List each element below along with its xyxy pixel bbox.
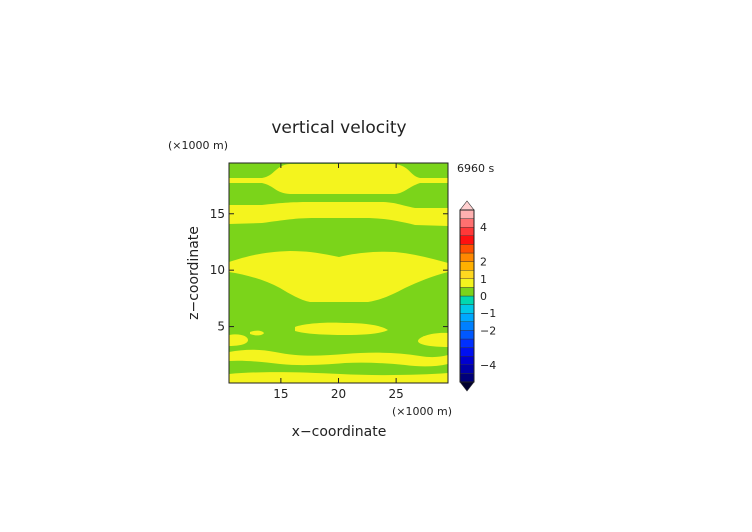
colorbar-segment xyxy=(459,287,475,297)
contour-band-lower xyxy=(295,322,388,335)
colorbar-segment xyxy=(459,347,475,357)
colorbar-segment xyxy=(459,244,475,254)
contour-band-upper xyxy=(229,202,448,226)
colorbar-segment xyxy=(459,252,475,262)
colorbar-segment xyxy=(459,235,475,245)
x-tick-label: 15 xyxy=(273,387,288,401)
colorbar-extend-max xyxy=(459,200,475,211)
colorbar-tick-label: 0 xyxy=(480,290,487,303)
x-axis-ticks: 15 20 25 xyxy=(273,163,404,401)
y-tick-label: 15 xyxy=(210,207,225,221)
colorbar xyxy=(459,200,475,392)
chart-title: vertical velocity xyxy=(271,118,406,138)
x-axis-unit: (×1000 m) xyxy=(392,405,452,418)
colorbar-extend-min xyxy=(459,381,475,392)
contour-band-floor xyxy=(229,372,448,383)
colorbar-labels: 4 2 1 0 −1 −2 −4 xyxy=(480,221,496,372)
colorbar-segment xyxy=(459,338,475,348)
colorbar-tick-label: −1 xyxy=(480,307,496,320)
contour-band-top xyxy=(229,164,448,194)
colorbar-segment xyxy=(459,313,475,323)
time-label: 6960 s xyxy=(457,162,494,175)
x-axis-label: x−coordinate xyxy=(292,424,387,440)
colorbar-segment xyxy=(459,270,475,280)
colorbar-tick-label: −2 xyxy=(480,324,496,337)
x-tick-label: 20 xyxy=(331,387,346,401)
colorbar-segment xyxy=(459,218,475,228)
colorbar-segment xyxy=(459,321,475,331)
colorbar-segment xyxy=(459,356,475,366)
colorbar-frame xyxy=(459,209,475,383)
x-tick-label: 25 xyxy=(388,387,403,401)
plot-area xyxy=(229,163,448,383)
colorbar-segment xyxy=(459,373,475,383)
colorbar-segment xyxy=(459,261,475,271)
colorbar-segment xyxy=(459,330,475,340)
colorbar-tick-label: 4 xyxy=(480,221,487,234)
colorbar-tick-label: 2 xyxy=(480,256,487,269)
y-tick-label: 10 xyxy=(210,263,225,277)
contour-blob-center-1 xyxy=(250,330,264,336)
colorbar-segment xyxy=(459,364,475,374)
colorbar-segment xyxy=(459,278,475,288)
contour-blob-left-1 xyxy=(229,334,248,346)
y-axis-unit: (×1000 m) xyxy=(168,139,228,152)
contour-band-bottom xyxy=(229,349,448,367)
contour-band-middle xyxy=(229,251,448,302)
y-tick-label: 5 xyxy=(217,320,225,334)
colorbar-tick-label: −4 xyxy=(480,359,496,372)
y-axis-label: z−coordinate xyxy=(186,226,202,320)
colorbar-segment xyxy=(459,209,475,219)
contour-blob-right-1 xyxy=(418,332,448,347)
colorbar-segment xyxy=(459,226,475,236)
y-axis-ticks: 5 10 15 xyxy=(210,207,448,334)
colorbar-segment xyxy=(459,295,475,305)
colorbar-segment xyxy=(459,304,475,314)
colorbar-tick-label: 1 xyxy=(480,273,487,286)
